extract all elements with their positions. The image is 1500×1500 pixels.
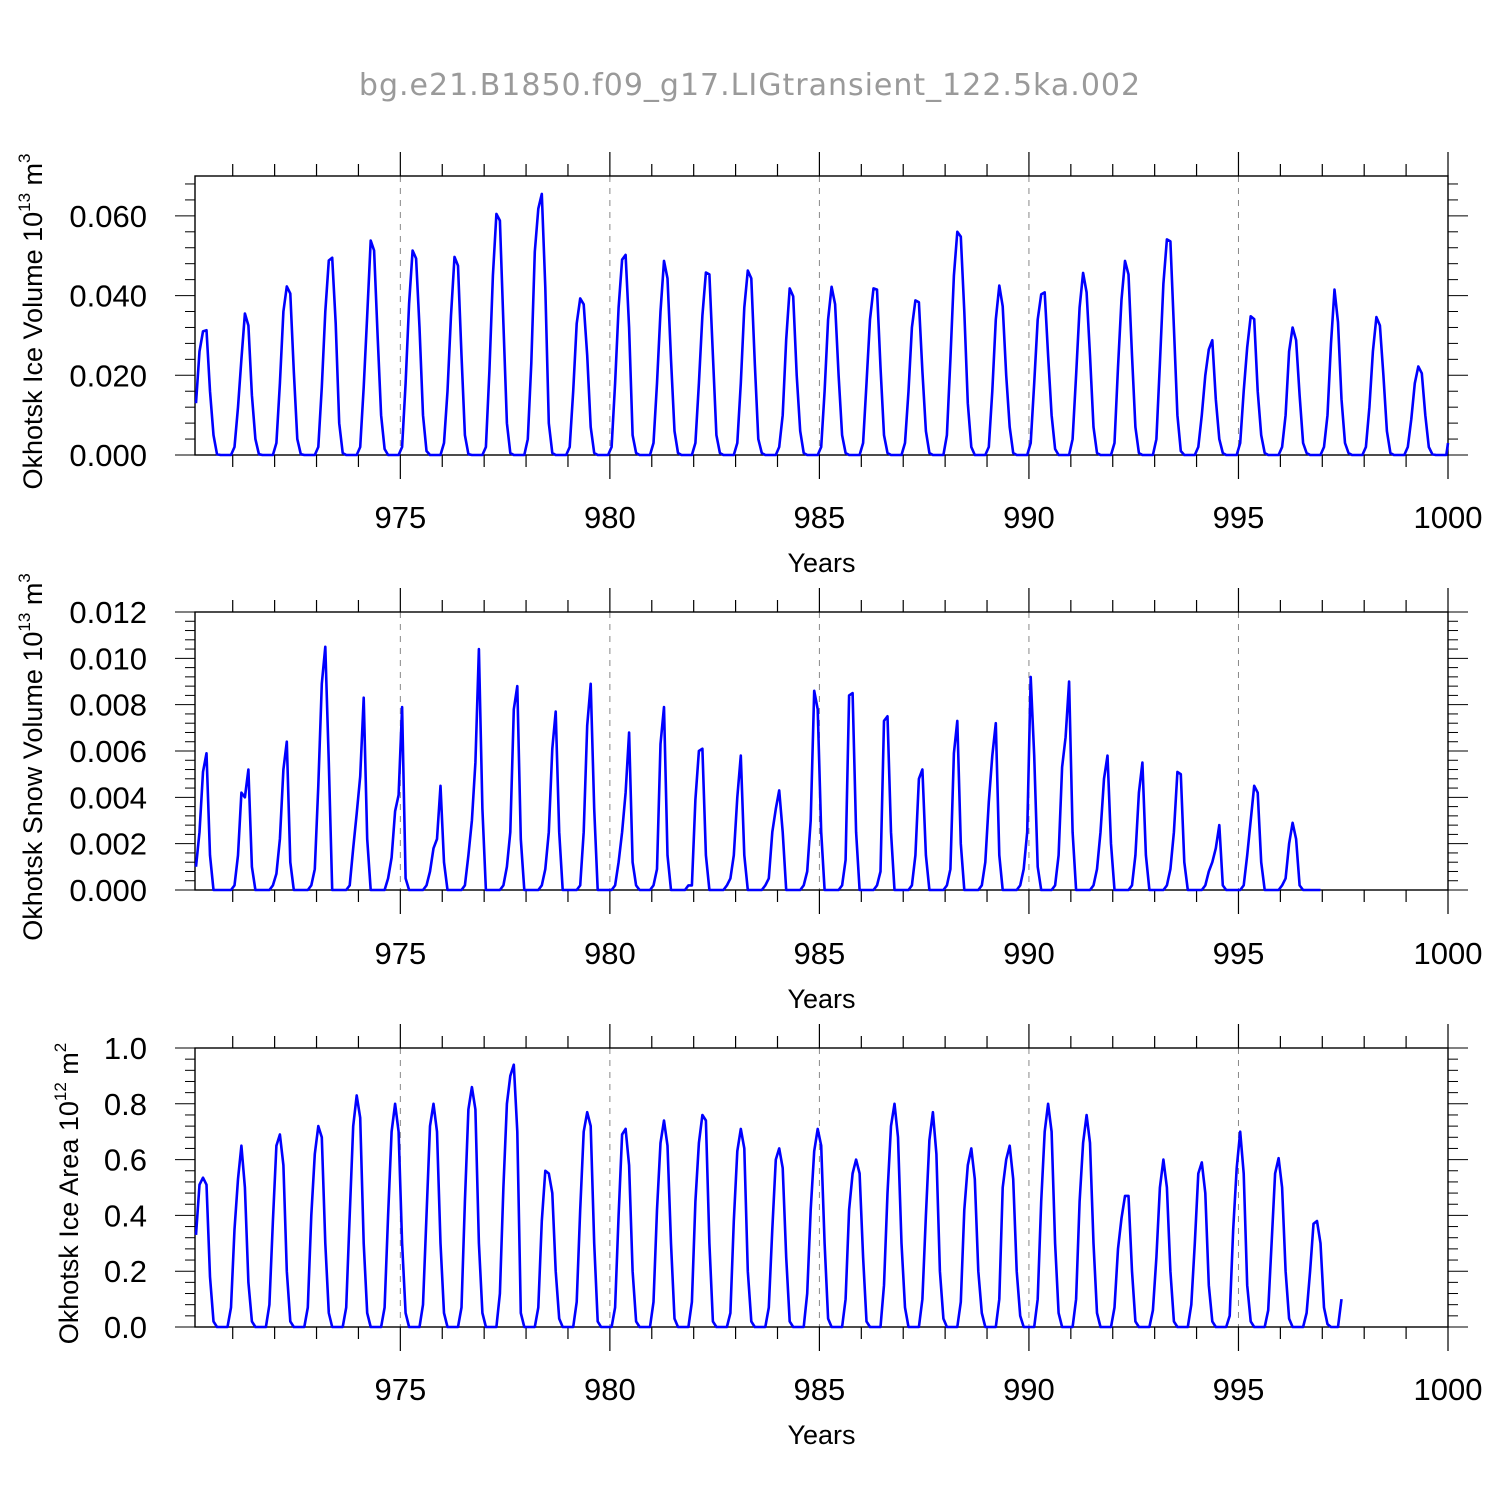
panel-1: 0.000 0.020 0.040 0.060 975 980 985 990 995 1000 Y… [15,152,1482,578]
x-axis-label: Years [787,548,855,578]
series-line [194,645,1321,892]
y-tick-label: 0.012 [69,595,147,630]
series-line [194,1063,1343,1329]
y-tick-label: 0.8 [104,1087,147,1122]
y-tick-label: 0.4 [104,1198,147,1233]
x-tick-label: 1000 [1414,1372,1483,1407]
y-tick-label: 0.002 [69,827,147,862]
x-tick-label: 1000 [1414,936,1483,971]
y-tick-label: 0.020 [69,358,147,393]
plot-frame [194,1047,1449,1328]
x-tick-label: 975 [374,500,426,535]
y-tick-label: 1.0 [104,1031,147,1066]
x-axis-label: Years [787,1420,855,1450]
x-tick-label: 975 [374,936,426,971]
x-tick-label: 995 [1213,936,1265,971]
panel-2: 0.000 0.002 0.004 0.006 0.008 0.010 0.012 975 98… [15,573,1482,1014]
y-tick-label: 0.0 [104,1310,147,1345]
y-axis-label: Okhotsk Ice Volume 1013 m3 [15,153,48,489]
x-tick-label: 980 [584,500,636,535]
y-tick-label: 0.040 [69,279,147,314]
panel-3: 0.0 0.2 0.4 0.6 0.8 1.0 975 980 985 990 995 1000 Yea… [51,1024,1482,1450]
x-axis-label: Years [787,984,855,1014]
y-axis-label: Okhotsk Ice Area 1012 m2 [51,1043,84,1345]
x-tick-label: 995 [1213,500,1265,535]
series-line [194,192,1450,457]
page-title: bg.e21.B1850.f09_g17.LIGtransient_122.5k… [358,68,1142,103]
y-tick-label: 0.060 [69,199,147,234]
x-tick-label: 985 [794,500,846,535]
y-tick-label: 0.000 [69,873,147,908]
y-tick-label: 0.010 [69,641,147,676]
x-tick-label: 980 [584,936,636,971]
y-tick-label: 0.2 [104,1254,147,1289]
plot-frame [194,611,1449,891]
x-tick-label: 985 [794,936,846,971]
x-tick-label: 975 [374,1372,426,1407]
y-tick-label: 0.6 [104,1143,147,1178]
y-tick-label: 0.000 [69,438,147,473]
x-tick-label: 990 [1003,1372,1055,1407]
x-tick-label: 990 [1003,500,1055,535]
x-tick-label: 995 [1213,1372,1265,1407]
x-tick-label: 1000 [1414,500,1483,535]
x-tick-label: 990 [1003,936,1055,971]
x-tick-label: 985 [794,1372,846,1407]
y-tick-label: 0.008 [69,688,147,723]
y-axis-label: Okhotsk Snow Volume 1013 m3 [15,573,48,941]
x-tick-label: 980 [584,1372,636,1407]
plot-frame [194,175,1449,456]
y-tick-label: 0.006 [69,734,147,769]
y-tick-label: 0.004 [69,780,147,815]
